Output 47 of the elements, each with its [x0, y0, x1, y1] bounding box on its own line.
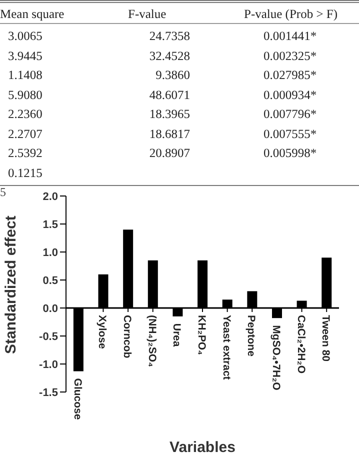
text: 18.3965 [148, 107, 190, 122]
x-tick-label: CaCl₂•2H₂O [294, 315, 307, 374]
text: 0.002325* [262, 48, 318, 64]
y-tick-label: 0.5 [42, 274, 58, 287]
text: P-value (Prob > F) [244, 7, 338, 22]
x-tick-label: Tween 80 [320, 315, 332, 362]
y-tick-label: -0.5 [39, 330, 58, 343]
text: 32.4528 [148, 48, 190, 64]
text: 0.1215 [8, 166, 44, 180]
x-tick-label: KH₂PO₄ [196, 315, 208, 356]
text: 2.5392 [8, 146, 44, 161]
text: 5 [0, 185, 6, 200]
text: 5.9080 [8, 88, 44, 102]
x-tick-label: MgSO₄•7H₂O [270, 325, 282, 390]
y-tick-label: 2.0 [42, 190, 58, 203]
x-axis-title: Variables [170, 439, 236, 456]
text: Mean square [0, 7, 64, 22]
text: 3.9445 [8, 48, 44, 64]
x-tick-label: Xylose [96, 315, 108, 350]
text: F-value [128, 7, 166, 22]
x-tick-label: Yeast extract [220, 315, 232, 380]
y-axis-title: Standardized effect [2, 216, 20, 354]
text: 2.2360 [8, 107, 44, 122]
text: 0.007796* [262, 107, 318, 122]
y-tick-label: 1.5 [42, 218, 58, 231]
text: 48.6071 [148, 88, 190, 102]
text: 0.005998* [262, 146, 318, 161]
x-tick-label: Glucose [71, 378, 84, 420]
text: 2.2707 [8, 126, 44, 142]
x-tick-label: Corncob [121, 315, 134, 358]
text: 1.1408 [8, 68, 44, 83]
y-tick-label: 1.0 [42, 246, 58, 259]
text: 24.7358 [148, 29, 190, 44]
text: 0.027985* [262, 68, 318, 83]
x-tick-label: (NH₄)₂SO₄ [146, 315, 158, 368]
x-tick-label: Urea [170, 323, 183, 347]
y-tick-label: -1.5 [39, 386, 58, 399]
text: 0.000934* [262, 88, 318, 102]
text: 0.007555* [262, 126, 318, 142]
text: 9.3860 [154, 68, 190, 83]
text: 20.8907 [148, 146, 190, 161]
x-tick-label: Peptone [245, 315, 258, 357]
y-tick-label: -1.0 [39, 358, 58, 371]
text: 0.001441* [262, 29, 318, 44]
text: 3.0065 [8, 29, 44, 44]
y-tick-label: 0.0 [42, 302, 58, 315]
text: 18.6817 [148, 126, 190, 142]
